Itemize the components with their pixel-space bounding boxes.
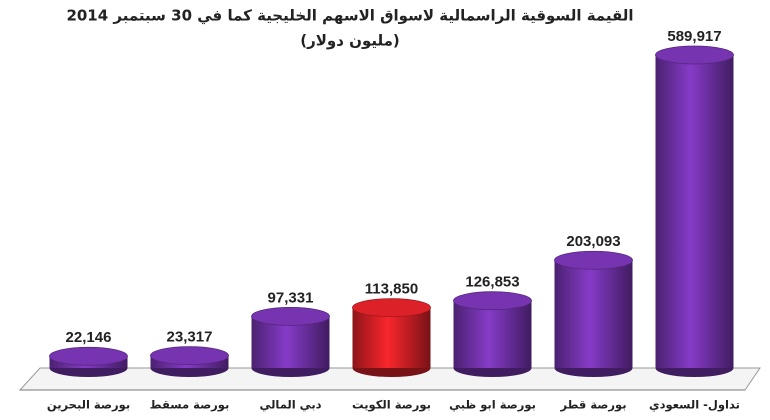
bar-top	[352, 298, 431, 317]
value-label: 589,917	[667, 28, 721, 45]
x-tick-label: بورصة مسقط	[150, 398, 230, 413]
bar-top	[655, 45, 734, 65]
value-label: 126,853	[465, 274, 519, 291]
bar	[655, 55, 734, 368]
bar	[453, 300, 532, 368]
bar	[554, 260, 633, 368]
value-label: 97,331	[268, 289, 314, 306]
bar-top	[453, 291, 532, 311]
value-label: 113,850	[365, 281, 418, 298]
x-tick-label: تداول- السعودي	[649, 398, 740, 413]
bar-top	[554, 250, 633, 270]
chart-subtitle: (مليون دولار)	[300, 32, 400, 50]
bar-top	[251, 306, 330, 326]
bar-top	[150, 346, 229, 366]
bar	[352, 307, 431, 368]
x-tick-label: دبي المالي	[259, 398, 321, 412]
x-tick-label: بورصة البحرين	[47, 398, 130, 413]
value-label: 22,146	[66, 329, 112, 346]
x-tick-label: بورصة ابو ظبي	[449, 398, 536, 413]
value-label: 203,093	[566, 233, 620, 250]
bar-top	[49, 346, 128, 366]
chart-title: القيمة السوقية الراسمالية لاسواق الاسهم …	[66, 7, 633, 25]
x-tick-label: بورصة الكويت	[352, 398, 431, 413]
value-label: 23,317	[167, 329, 213, 346]
x-tick-label: بورصة قطر	[559, 398, 626, 413]
